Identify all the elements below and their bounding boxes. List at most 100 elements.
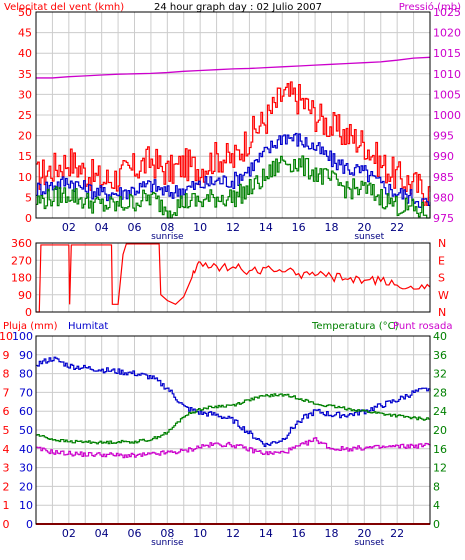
rain-tick-label: 2	[3, 480, 10, 493]
graph-title: 24 hour graph day : 02 Julio 2007	[154, 2, 322, 13]
temperature-tick-label: 8	[433, 480, 440, 493]
time-tick-label: 10	[193, 221, 207, 234]
time-tick-label: 20	[357, 527, 371, 540]
time-tick-label: 18	[325, 221, 339, 234]
temperature-tick-label: 12	[433, 462, 447, 475]
humidity-tick-label: 30	[19, 462, 33, 475]
time-tick-label: 08	[160, 221, 174, 234]
rain-tick-label: 3	[3, 462, 10, 475]
rain-tick-label: 0	[3, 518, 10, 531]
wind-tick-label: 10	[18, 171, 32, 184]
humidity-tick-label: 80	[19, 368, 33, 381]
humidity-tick-label: 100	[12, 330, 33, 343]
rain-tick-label: 6	[3, 405, 10, 418]
time-tick-label: 06	[128, 221, 142, 234]
direction-tick-label: 0	[25, 306, 32, 319]
pressure-tick-label: 1015	[433, 47, 461, 60]
temperature-tick-label: 4	[433, 499, 440, 512]
pressure-tick-label: 1010	[433, 68, 461, 81]
compass-tick-label: N	[438, 306, 446, 319]
temperature-tick-label: 0	[433, 518, 440, 531]
wind-min-series	[36, 155, 431, 219]
wind-plot-frame	[35, 11, 431, 219]
time-tick-label: 12	[226, 221, 240, 234]
compass-tick-label: S	[438, 272, 445, 285]
pressure-axis-title: Pressió (mb)	[399, 1, 461, 13]
pressure-tick-label: 980	[433, 191, 454, 204]
direction-plot-frame	[35, 242, 431, 313]
time-tick-label: 14	[259, 221, 273, 234]
humidity-legend-label: Humitat	[68, 321, 108, 332]
rain-legend-label: Pluja (mm)	[3, 321, 58, 332]
time-tick-label: 16	[292, 221, 306, 234]
wind-tick-label: 25	[18, 109, 32, 122]
temperature-tick-label: 28	[433, 386, 447, 399]
pressure-tick-label: 985	[433, 171, 454, 184]
pressure-tick-label: 990	[433, 150, 454, 163]
wind-tick-label: 45	[18, 27, 32, 40]
pressure-tick-label: 995	[433, 130, 454, 143]
compass-tick-label: N	[438, 237, 446, 250]
direction-tick-label: 270	[11, 254, 32, 267]
sunrise-label: sunrise	[151, 538, 184, 548]
pressure-tick-label: 1005	[433, 88, 461, 101]
wind-average-series	[36, 132, 431, 208]
humidity-tick-label: 90	[19, 349, 33, 362]
time-tick-label: 08	[160, 527, 174, 540]
temperature-legend-label: Temperatura (°C)	[311, 321, 399, 332]
humidity-tick-label: 20	[19, 480, 33, 493]
temperature-tick-label: 40	[433, 330, 447, 343]
humidity-tick-label: 40	[19, 443, 33, 456]
temperature-tick-label: 24	[433, 405, 447, 418]
temperature-series	[36, 393, 431, 445]
pressure-tick-label: 1025	[433, 6, 461, 19]
rain-tick-label: 7	[3, 386, 10, 399]
rain-tick-label: 1	[3, 499, 10, 512]
humidity-tick-label: 70	[19, 386, 33, 399]
rain-tick-label: 9	[3, 349, 10, 362]
temperature-tick-label: 20	[433, 424, 447, 437]
wind-tick-label: 0	[25, 212, 32, 225]
rain-tick-label: 10	[0, 330, 13, 343]
humidity-tick-label: 10	[19, 499, 33, 512]
wind-direction-series	[36, 243, 431, 313]
time-tick-label: 14	[259, 527, 273, 540]
pressure-tick-label: 1020	[433, 27, 461, 40]
dewpoint-legend-label: Punt rosada	[393, 321, 452, 332]
temperature-tick-label: 32	[433, 368, 447, 381]
time-tick-label: 16	[292, 527, 306, 540]
humidity-tick-label: 0	[26, 518, 33, 531]
direction-tick-label: 180	[11, 272, 32, 285]
rain-tick-label: 8	[3, 368, 10, 381]
time-tick-label: 02	[62, 221, 76, 234]
time-tick-label: 22	[390, 527, 404, 540]
rain-tick-label: 4	[3, 443, 10, 456]
wind-tick-label: 20	[18, 130, 32, 143]
compass-tick-label: E	[438, 254, 445, 267]
rain-tick-label: 5	[3, 424, 10, 437]
dewpoint-series	[36, 437, 431, 459]
sunrise-label: sunrise	[151, 232, 184, 242]
time-tick-label: 10	[193, 527, 207, 540]
temperature-tick-label: 36	[433, 349, 447, 362]
sunset-label: sunset	[354, 538, 384, 548]
wind-axis-title: Velocitat del vent (kmh)	[4, 2, 124, 13]
humidity-tick-label: 50	[19, 424, 33, 437]
direction-tick-label: 360	[11, 237, 32, 250]
wind-tick-label: 15	[18, 150, 32, 163]
time-tick-label: 04	[95, 221, 109, 234]
pressure-tick-label: 975	[433, 212, 454, 225]
direction-tick-label: 90	[18, 289, 32, 302]
time-tick-label: 12	[226, 527, 240, 540]
humidity-tick-label: 60	[19, 405, 33, 418]
wind-gust-series	[36, 81, 431, 206]
time-tick-label: 02	[62, 527, 76, 540]
compass-tick-label: W	[438, 289, 449, 302]
sunset-label: sunset	[354, 232, 384, 242]
time-tick-label: 18	[325, 527, 339, 540]
time-tick-label: 04	[95, 527, 109, 540]
time-tick-label: 06	[128, 527, 142, 540]
time-tick-label: 20	[357, 221, 371, 234]
